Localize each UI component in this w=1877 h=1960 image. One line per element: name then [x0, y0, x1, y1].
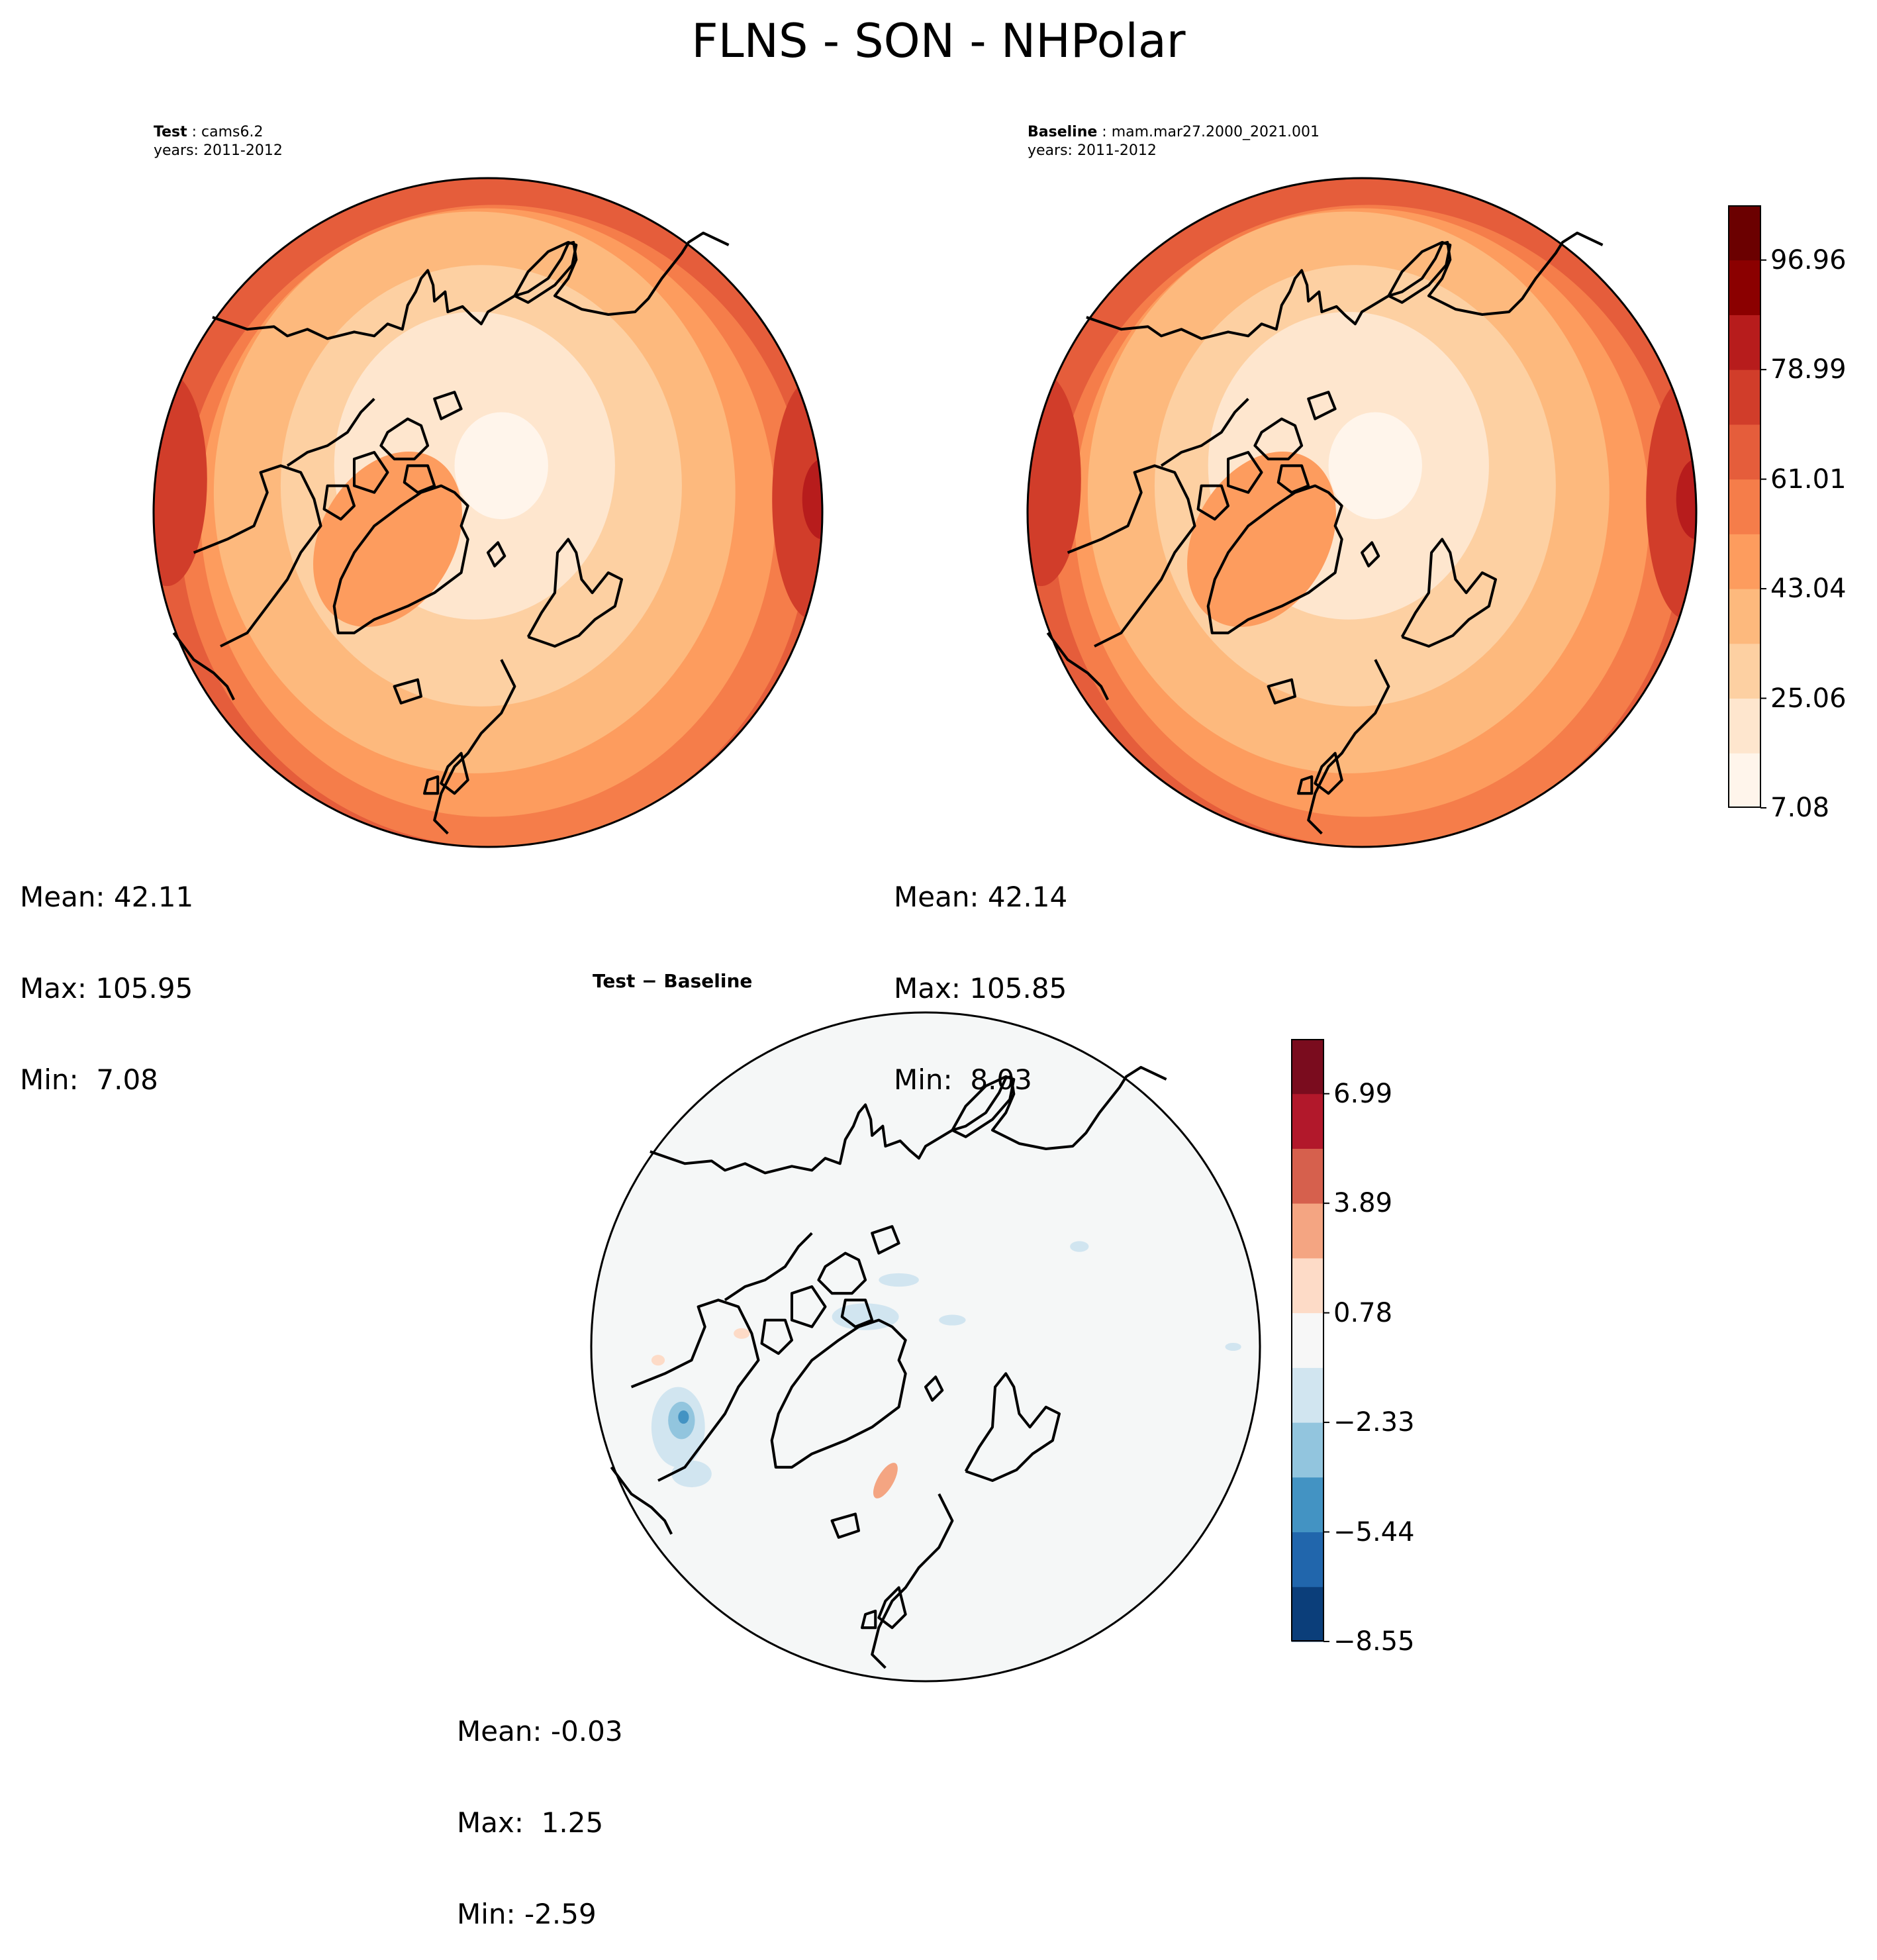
diff-colorbar-segment	[1292, 1093, 1324, 1149]
diff-colorbar-tick-label: −8.55	[1333, 1626, 1415, 1657]
main-colorbar-segment	[1729, 753, 1760, 808]
diff-colorbar-segment	[1292, 1367, 1324, 1423]
baseline-max: Max: 105.85	[894, 972, 1067, 1004]
diff-colorbar-tick-label: 0.78	[1333, 1297, 1393, 1328]
diff-colorbar-tick-label: −5.44	[1333, 1516, 1415, 1547]
test-case-name: : cams6.2	[187, 124, 264, 140]
diff-colorbar-segment	[1292, 1422, 1324, 1478]
main-colorbar-segment	[1729, 260, 1760, 315]
test-label: Test	[154, 124, 187, 140]
diff-colorbar	[1291, 1039, 1329, 1642]
diff-colorbar-segment	[1292, 1203, 1324, 1259]
main-colorbar-segment	[1729, 424, 1760, 480]
main-colorbar-tick-label: 61.01	[1770, 464, 1847, 495]
main-colorbar-segment	[1729, 205, 1760, 261]
main-colorbar-tick-label: 25.06	[1770, 683, 1847, 714]
diff-colorbar-tick-label: 6.99	[1333, 1078, 1393, 1109]
diff-min: Min: -2.59	[457, 1898, 597, 1930]
diff-colorbar-tick-label: −2.33	[1333, 1407, 1415, 1438]
diff-colorbar-segment	[1292, 1312, 1324, 1368]
diff-colorbar-segment	[1292, 1039, 1324, 1095]
diff-mean: Mean: -0.03	[457, 1715, 623, 1747]
test-polar-map	[152, 177, 824, 848]
test-mean: Mean: 42.11	[20, 881, 194, 913]
baseline-label: Baseline	[1028, 124, 1098, 140]
diff-colorbar-tick-label: 3.89	[1333, 1188, 1393, 1219]
diff-colorbar-segment	[1292, 1257, 1324, 1314]
baseline-case-name: : mam.mar27.2000_2021.001	[1097, 124, 1320, 140]
test-max: Max: 105.95	[20, 972, 193, 1004]
figure-title: FLNS - SON - NHPolar	[691, 14, 1186, 68]
diff-colorbar-segment	[1292, 1587, 1324, 1642]
baseline-polar-map	[1026, 177, 1698, 848]
main-colorbar-segment	[1729, 479, 1760, 534]
main-colorbar-tick-label: 96.96	[1770, 244, 1847, 275]
diff-colorbar-segment	[1292, 1477, 1324, 1533]
main-colorbar-segment	[1729, 643, 1760, 699]
diff-colorbar-segment	[1292, 1532, 1324, 1587]
diff-max: Max: 1.25	[457, 1806, 604, 1839]
main-colorbar-segment	[1729, 589, 1760, 644]
test-stats: Mean: 42.11 Max: 105.95 Min: 7.08	[20, 821, 193, 1126]
diff-stats: Mean: -0.03 Max: 1.25 Min: -2.59	[457, 1655, 623, 1960]
diff-colorbar-border	[1291, 1039, 1324, 1642]
baseline-min: Min: 8.03	[894, 1063, 1032, 1096]
baseline-stats: Mean: 42.14 Max: 105.85 Min: 8.03	[894, 821, 1067, 1126]
test-min: Min: 7.08	[20, 1063, 158, 1096]
main-colorbar-segment	[1729, 534, 1760, 589]
main-colorbar	[1728, 205, 1766, 808]
diff-colorbar-segment	[1292, 1148, 1324, 1204]
diff-panel-header: Test − Baseline	[593, 970, 753, 992]
test-panel-header: Test : cams6.2 years: 2011-2012	[154, 123, 283, 160]
main-colorbar-tick-label: 43.04	[1770, 573, 1847, 605]
main-colorbar-border	[1728, 205, 1761, 808]
main-colorbar-tick-label: 78.99	[1770, 354, 1847, 385]
main-colorbar-tick-label: 7.08	[1770, 793, 1830, 823]
test-years: years: 2011-2012	[154, 142, 283, 159]
baseline-mean: Mean: 42.14	[894, 881, 1068, 913]
main-colorbar-segment	[1729, 698, 1760, 754]
baseline-panel-header: Baseline : mam.mar27.2000_2021.001 years…	[1028, 123, 1320, 160]
main-colorbar-segment	[1729, 369, 1760, 425]
main-colorbar-segment	[1729, 315, 1760, 370]
difference-polar-map	[590, 1011, 1261, 1683]
baseline-years: years: 2011-2012	[1028, 142, 1157, 159]
